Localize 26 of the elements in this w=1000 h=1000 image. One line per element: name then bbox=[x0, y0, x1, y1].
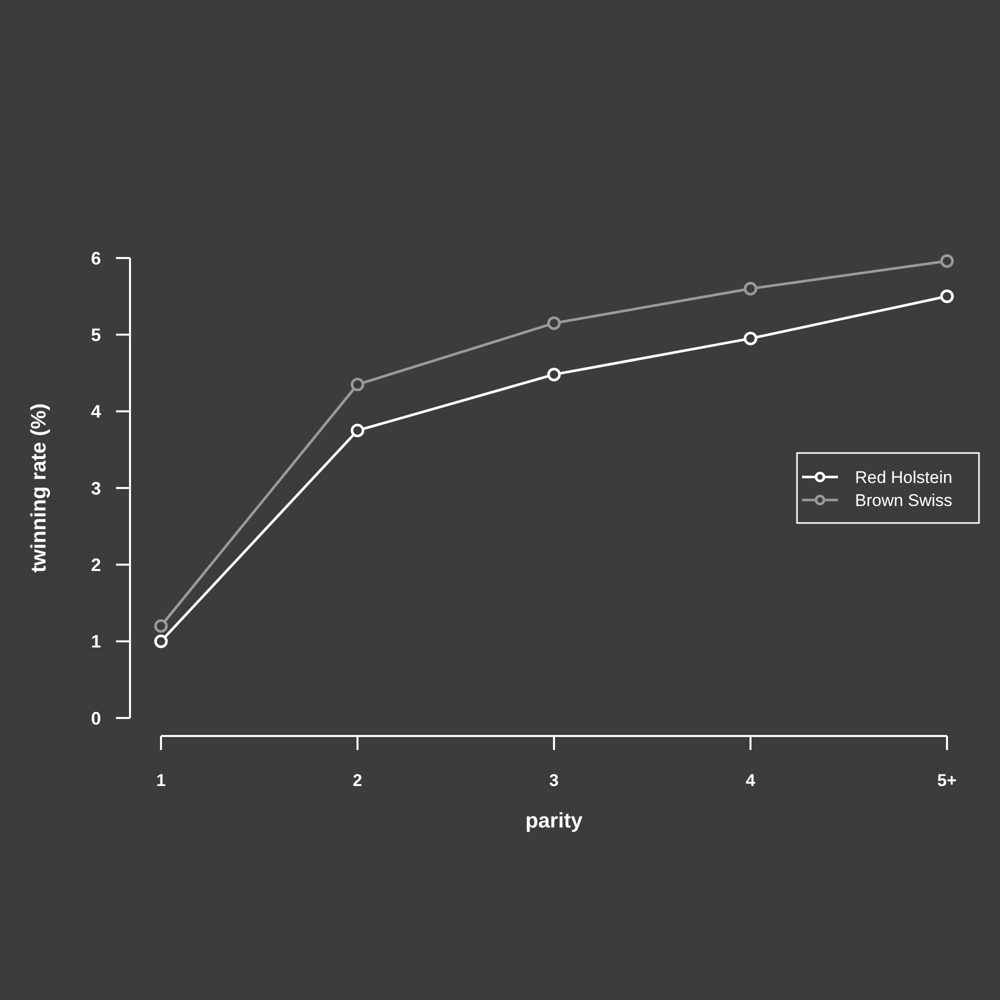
x-tick-label: 1 bbox=[156, 770, 166, 790]
point bbox=[154, 619, 168, 633]
point bbox=[154, 634, 168, 648]
legend-label: Brown Swiss bbox=[855, 490, 952, 510]
y-axis-title: twinning rate (%) bbox=[27, 403, 50, 573]
x-tick-label: 3 bbox=[549, 770, 559, 790]
point bbox=[350, 378, 364, 392]
y-tick-label: 0 bbox=[90, 708, 102, 728]
x-tick-label: 5+ bbox=[937, 770, 957, 790]
y-tick-label: 4 bbox=[90, 402, 102, 422]
point bbox=[940, 254, 954, 268]
point bbox=[350, 424, 364, 438]
x-axis-title: parity bbox=[525, 809, 583, 832]
point bbox=[940, 290, 954, 304]
point bbox=[744, 332, 758, 346]
y-tick-label: 1 bbox=[90, 632, 102, 652]
y-tick-label: 6 bbox=[90, 248, 102, 268]
x-tick-label: 4 bbox=[746, 770, 756, 790]
point bbox=[744, 282, 758, 296]
point bbox=[547, 368, 561, 382]
legend-label: Red Holstein bbox=[855, 468, 952, 487]
y-tick-label: 3 bbox=[90, 478, 102, 498]
x-tick-label: 2 bbox=[352, 770, 362, 790]
y-tick-label: 2 bbox=[90, 554, 102, 575]
point bbox=[547, 316, 561, 330]
y-tick-label: 5 bbox=[90, 324, 102, 345]
